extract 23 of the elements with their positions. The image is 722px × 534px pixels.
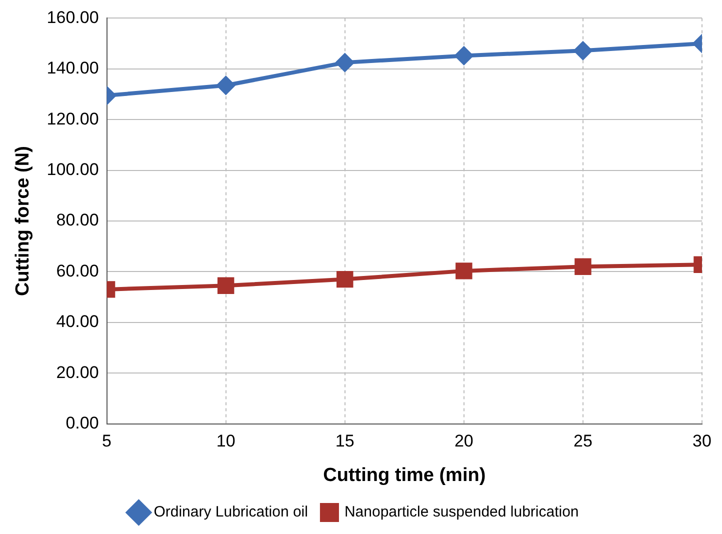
y-tick-label: 20.00 bbox=[56, 362, 99, 382]
x-tick-label: 25 bbox=[574, 432, 592, 451]
legend-label: Nanoparticle suspended lubrication bbox=[344, 504, 579, 521]
x-tick-label: 5 bbox=[102, 432, 112, 451]
legend-label: Ordinary Lubrication oil bbox=[154, 504, 308, 521]
y-tick-label: 60.00 bbox=[56, 261, 99, 280]
y-tick-label: 160.00 bbox=[46, 8, 99, 27]
y-tick-label: 140.00 bbox=[46, 58, 99, 78]
x-tick-label: 15 bbox=[335, 432, 354, 451]
x-tick-label: 30 bbox=[692, 432, 712, 451]
point bbox=[454, 46, 473, 65]
y-axis-title: Cutting force (N) bbox=[12, 146, 34, 296]
y-tick-label: 120.00 bbox=[46, 109, 99, 128]
point bbox=[336, 54, 354, 72]
y-tick-label: 100.00 bbox=[46, 160, 99, 179]
y-tick-label: 0.00 bbox=[66, 413, 99, 432]
point bbox=[456, 262, 472, 280]
x-tick-label: 10 bbox=[216, 432, 236, 451]
x-tick-label: 20 bbox=[454, 432, 474, 451]
x-axis-title: Cutting time (min) bbox=[323, 464, 486, 486]
y-tick-label: 80.00 bbox=[56, 210, 99, 230]
y-tick-label: 40.00 bbox=[56, 312, 99, 332]
point bbox=[336, 270, 354, 288]
